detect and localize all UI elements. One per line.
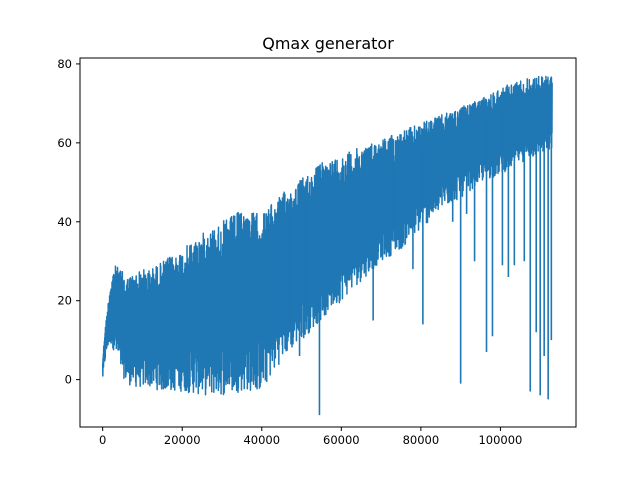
chart-title: Qmax generator [262, 34, 394, 53]
axes: 0 20000 40000 60000 80000 100000 0 20 40 60 80 [57, 57, 577, 447]
x-tick-label: 80000 [403, 433, 440, 447]
y-tick-label: 0 [65, 373, 72, 387]
y-tick-label: 20 [57, 294, 72, 308]
x-tick-label: 60000 [323, 433, 360, 447]
x-tick-label: 0 [99, 433, 106, 447]
y-tick-label: 40 [57, 215, 72, 229]
x-tick-label: 40000 [243, 433, 280, 447]
x-tick-label: 20000 [164, 433, 201, 447]
y-tick-label: 80 [57, 57, 72, 71]
x-tick-label: 100000 [478, 433, 522, 447]
y-tick-label: 60 [57, 136, 72, 150]
axes-frame [79, 57, 577, 428]
plot-area [101, 75, 553, 416]
series-line [101, 75, 553, 396]
